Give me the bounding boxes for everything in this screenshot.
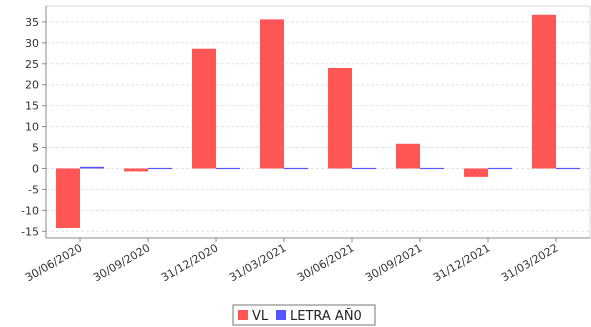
bar-vl: [328, 67, 352, 169]
y-tick-label: -5: [28, 183, 39, 196]
bar-letra-a-0: [488, 167, 512, 170]
legend-box: [232, 304, 376, 326]
bar-vl: [192, 48, 216, 169]
legend-swatch: [238, 310, 248, 320]
x-tick-label: 31/03/2021: [227, 241, 288, 284]
y-tick-label: 15: [25, 100, 39, 113]
bar-letra-a-0: [148, 167, 172, 170]
y-tick-label: 0: [32, 162, 39, 175]
x-tick-label: 30/06/2021: [295, 241, 356, 284]
plot-area: [45, 5, 591, 239]
y-tick-label: -15: [21, 225, 39, 238]
bar-vl: [124, 168, 148, 172]
y-tick-label: 30: [25, 37, 39, 50]
y-tick-label: 5: [32, 142, 39, 155]
bar-vl: [396, 143, 420, 169]
x-axis-ticks: 30/06/2020 30/09/2020 31/12/2020 31/03/2021…: [23, 238, 561, 284]
y-tick-label: 25: [25, 58, 39, 71]
bar-letra-a-0: [80, 166, 104, 169]
x-tick-label: 30/06/2020: [23, 241, 84, 284]
bar-letra-a-0: [352, 167, 376, 170]
y-tick-label: 20: [25, 79, 39, 92]
gridlines: [45, 5, 591, 239]
x-tick-label: 31/12/2021: [431, 241, 492, 284]
bar-vl: [464, 168, 488, 177]
bar-vl: [532, 14, 556, 169]
bar-vl: [56, 168, 80, 228]
y-tick-label: -10: [21, 204, 39, 217]
x-tick-label: 30/09/2021: [363, 241, 424, 284]
legend-label: VL: [252, 309, 269, 324]
legend-label: LETRA AÑ0: [290, 308, 362, 324]
x-tick-label: 31/03/2022: [499, 241, 560, 284]
bars: [56, 14, 580, 228]
y-axis-ticks: -15 -10 -5 0 5 10 15 20 25 30 35: [21, 16, 46, 238]
y-tick-label: 10: [25, 121, 39, 134]
x-tick-label: 31/12/2020: [159, 241, 220, 284]
legend-swatch: [276, 310, 286, 320]
axes: [45, 6, 590, 239]
legend: VL LETRA AÑ0: [232, 304, 376, 326]
bar-letra-a-0: [216, 167, 240, 170]
x-tick-label: 30/09/2020: [91, 241, 152, 284]
bar-letra-a-0: [556, 167, 580, 170]
bar-letra-a-0: [284, 167, 308, 170]
y-tick-label: 35: [25, 16, 39, 29]
bar-vl: [260, 19, 284, 169]
bar-letra-a-0: [420, 167, 444, 170]
